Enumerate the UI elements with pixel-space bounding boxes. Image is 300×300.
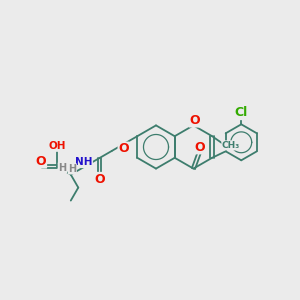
Text: O: O: [189, 114, 200, 127]
Text: NH: NH: [75, 158, 92, 167]
Text: O: O: [94, 172, 105, 186]
Text: H: H: [68, 164, 76, 174]
Text: Cl: Cl: [235, 106, 248, 119]
Text: H: H: [58, 163, 66, 173]
Text: O: O: [194, 141, 205, 154]
Text: O: O: [36, 155, 46, 168]
Text: OH: OH: [49, 141, 66, 151]
Text: O: O: [118, 142, 129, 155]
Text: CH₃: CH₃: [222, 141, 240, 150]
